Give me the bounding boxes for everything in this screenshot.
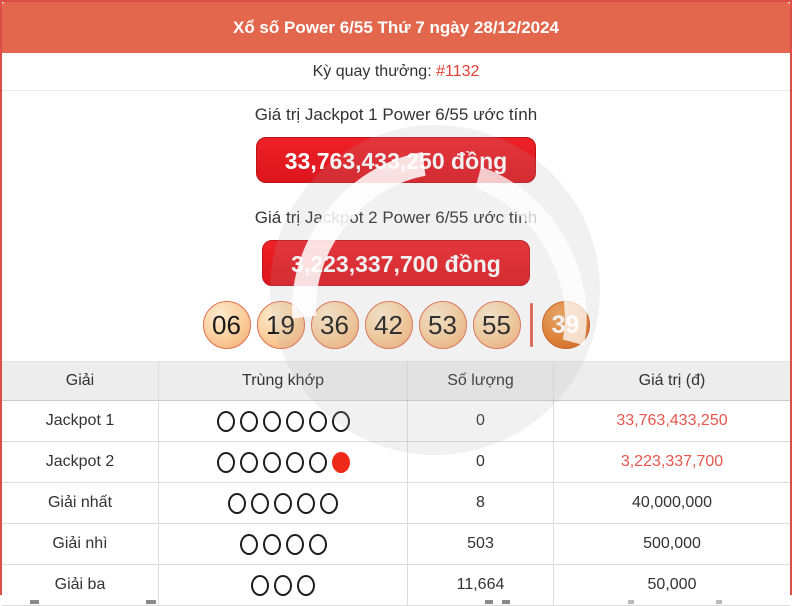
winning-numbers: 06 19 36 42 53 55 39 [2, 301, 790, 349]
match-circle-open-icon [285, 451, 304, 473]
match-pattern [158, 524, 407, 564]
winner-count: 11,664 [407, 565, 553, 605]
table-body: Jackpot 1 0 33,763,433,250 Jackpot 2 0 3,223,… [2, 401, 790, 606]
prize-value: 33,763,433,250 [553, 401, 790, 441]
table-header-row: Giải Trùng khớp Số lượng Giá trị (đ) [2, 362, 790, 401]
match-circle-open-icon [285, 533, 304, 555]
match-circle-open-icon [308, 410, 327, 432]
table-row: Giải nhì 503 500,000 [2, 524, 790, 565]
winner-count: 0 [407, 442, 553, 482]
prize-value: 500,000 [553, 524, 790, 564]
match-circle-open-icon [262, 533, 281, 555]
prize-name: Jackpot 2 [45, 453, 115, 470]
match-circle-open-icon [308, 451, 327, 473]
match-circle-open-icon [274, 492, 292, 514]
match-circle-open-icon [297, 574, 315, 596]
prize-value: 50,000 [553, 565, 790, 605]
match-pattern [158, 565, 407, 605]
match-pattern [158, 401, 407, 441]
match-circle-open-icon [216, 410, 235, 432]
results-table: Giải Trùng khớp Số lượng Giá trị (đ) Jac… [2, 362, 790, 606]
number-ball: 55 [472, 301, 521, 349]
table-row: Jackpot 1 0 33,763,433,250 [2, 401, 790, 442]
prize-name: Jackpot 1 [45, 412, 115, 429]
prize-name: Giải nhì [52, 535, 108, 552]
clipped-next-content [0, 598, 792, 604]
match-pattern [158, 442, 407, 482]
draw-period-row: Kỳ quay thưởng: #1132 [2, 53, 790, 91]
match-circle-open-icon [228, 492, 246, 514]
section-divider [2, 361, 790, 362]
table-row: Jackpot 2 0 3,223,337,700 [2, 442, 790, 483]
match-circle-open-icon [216, 451, 235, 473]
jackpot2-label: Giá trị Jackpot 2 Power 6/55 ước tính [254, 208, 538, 227]
winner-count: 503 [407, 524, 553, 564]
number-ball: 42 [364, 301, 413, 349]
number-ball: 06 [202, 301, 251, 349]
winner-count: 8 [407, 483, 553, 523]
prize-name: Giải ba [54, 576, 106, 593]
match-circle-open-icon [262, 451, 281, 473]
table-row: Giải nhất 8 40,000,000 [2, 483, 790, 524]
match-circle-power-icon [331, 451, 350, 473]
col-header-prize: Giải [65, 372, 95, 389]
jackpot1-label: Giá trị Jackpot 1 Power 6/55 ước tính [254, 105, 538, 124]
match-circle-open-icon [320, 492, 338, 514]
match-circle-open-icon [262, 410, 281, 432]
draw-period-number: #1132 [436, 63, 480, 80]
page-title: Xổ số Power 6/55 Thứ 7 ngày 28/12/2024 [2, 2, 790, 53]
number-ball: 53 [418, 301, 467, 349]
match-circle-open-icon [239, 410, 258, 432]
main-balls: 06 19 36 42 53 55 [200, 301, 524, 349]
jackpot2-value-badge: 3,223,337,700 đồng [262, 240, 530, 286]
match-circle-open-icon [251, 492, 269, 514]
match-circle-open-icon [274, 574, 292, 596]
winner-count: 0 [407, 401, 553, 441]
match-pattern [158, 483, 407, 523]
powerball-divider [529, 303, 533, 347]
number-ball: 19 [256, 301, 305, 349]
prize-name: Giải nhất [47, 494, 113, 511]
table-row: Giải ba 11,664 50,000 [2, 565, 790, 606]
col-header-value: Giá trị (đ) [553, 362, 790, 400]
col-header-count: Số lượng [407, 362, 553, 400]
col-header-match: Trùng khớp [158, 362, 407, 400]
match-circle-open-icon [308, 533, 327, 555]
power-ball: 39 [541, 301, 590, 349]
match-circle-open-icon [297, 492, 315, 514]
jackpot1-value-badge: 33,763,433,250 đồng [255, 137, 537, 183]
number-ball: 36 [310, 301, 359, 349]
prize-value: 40,000,000 [553, 483, 790, 523]
match-circle-open-icon [239, 533, 258, 555]
prize-value: 3,223,337,700 [553, 442, 790, 482]
match-circle-open-icon [331, 410, 350, 432]
match-circle-open-icon [285, 410, 304, 432]
match-circle-open-icon [251, 574, 269, 596]
draw-period-label: Kỳ quay thưởng: [312, 63, 437, 80]
match-circle-open-icon [239, 451, 258, 473]
